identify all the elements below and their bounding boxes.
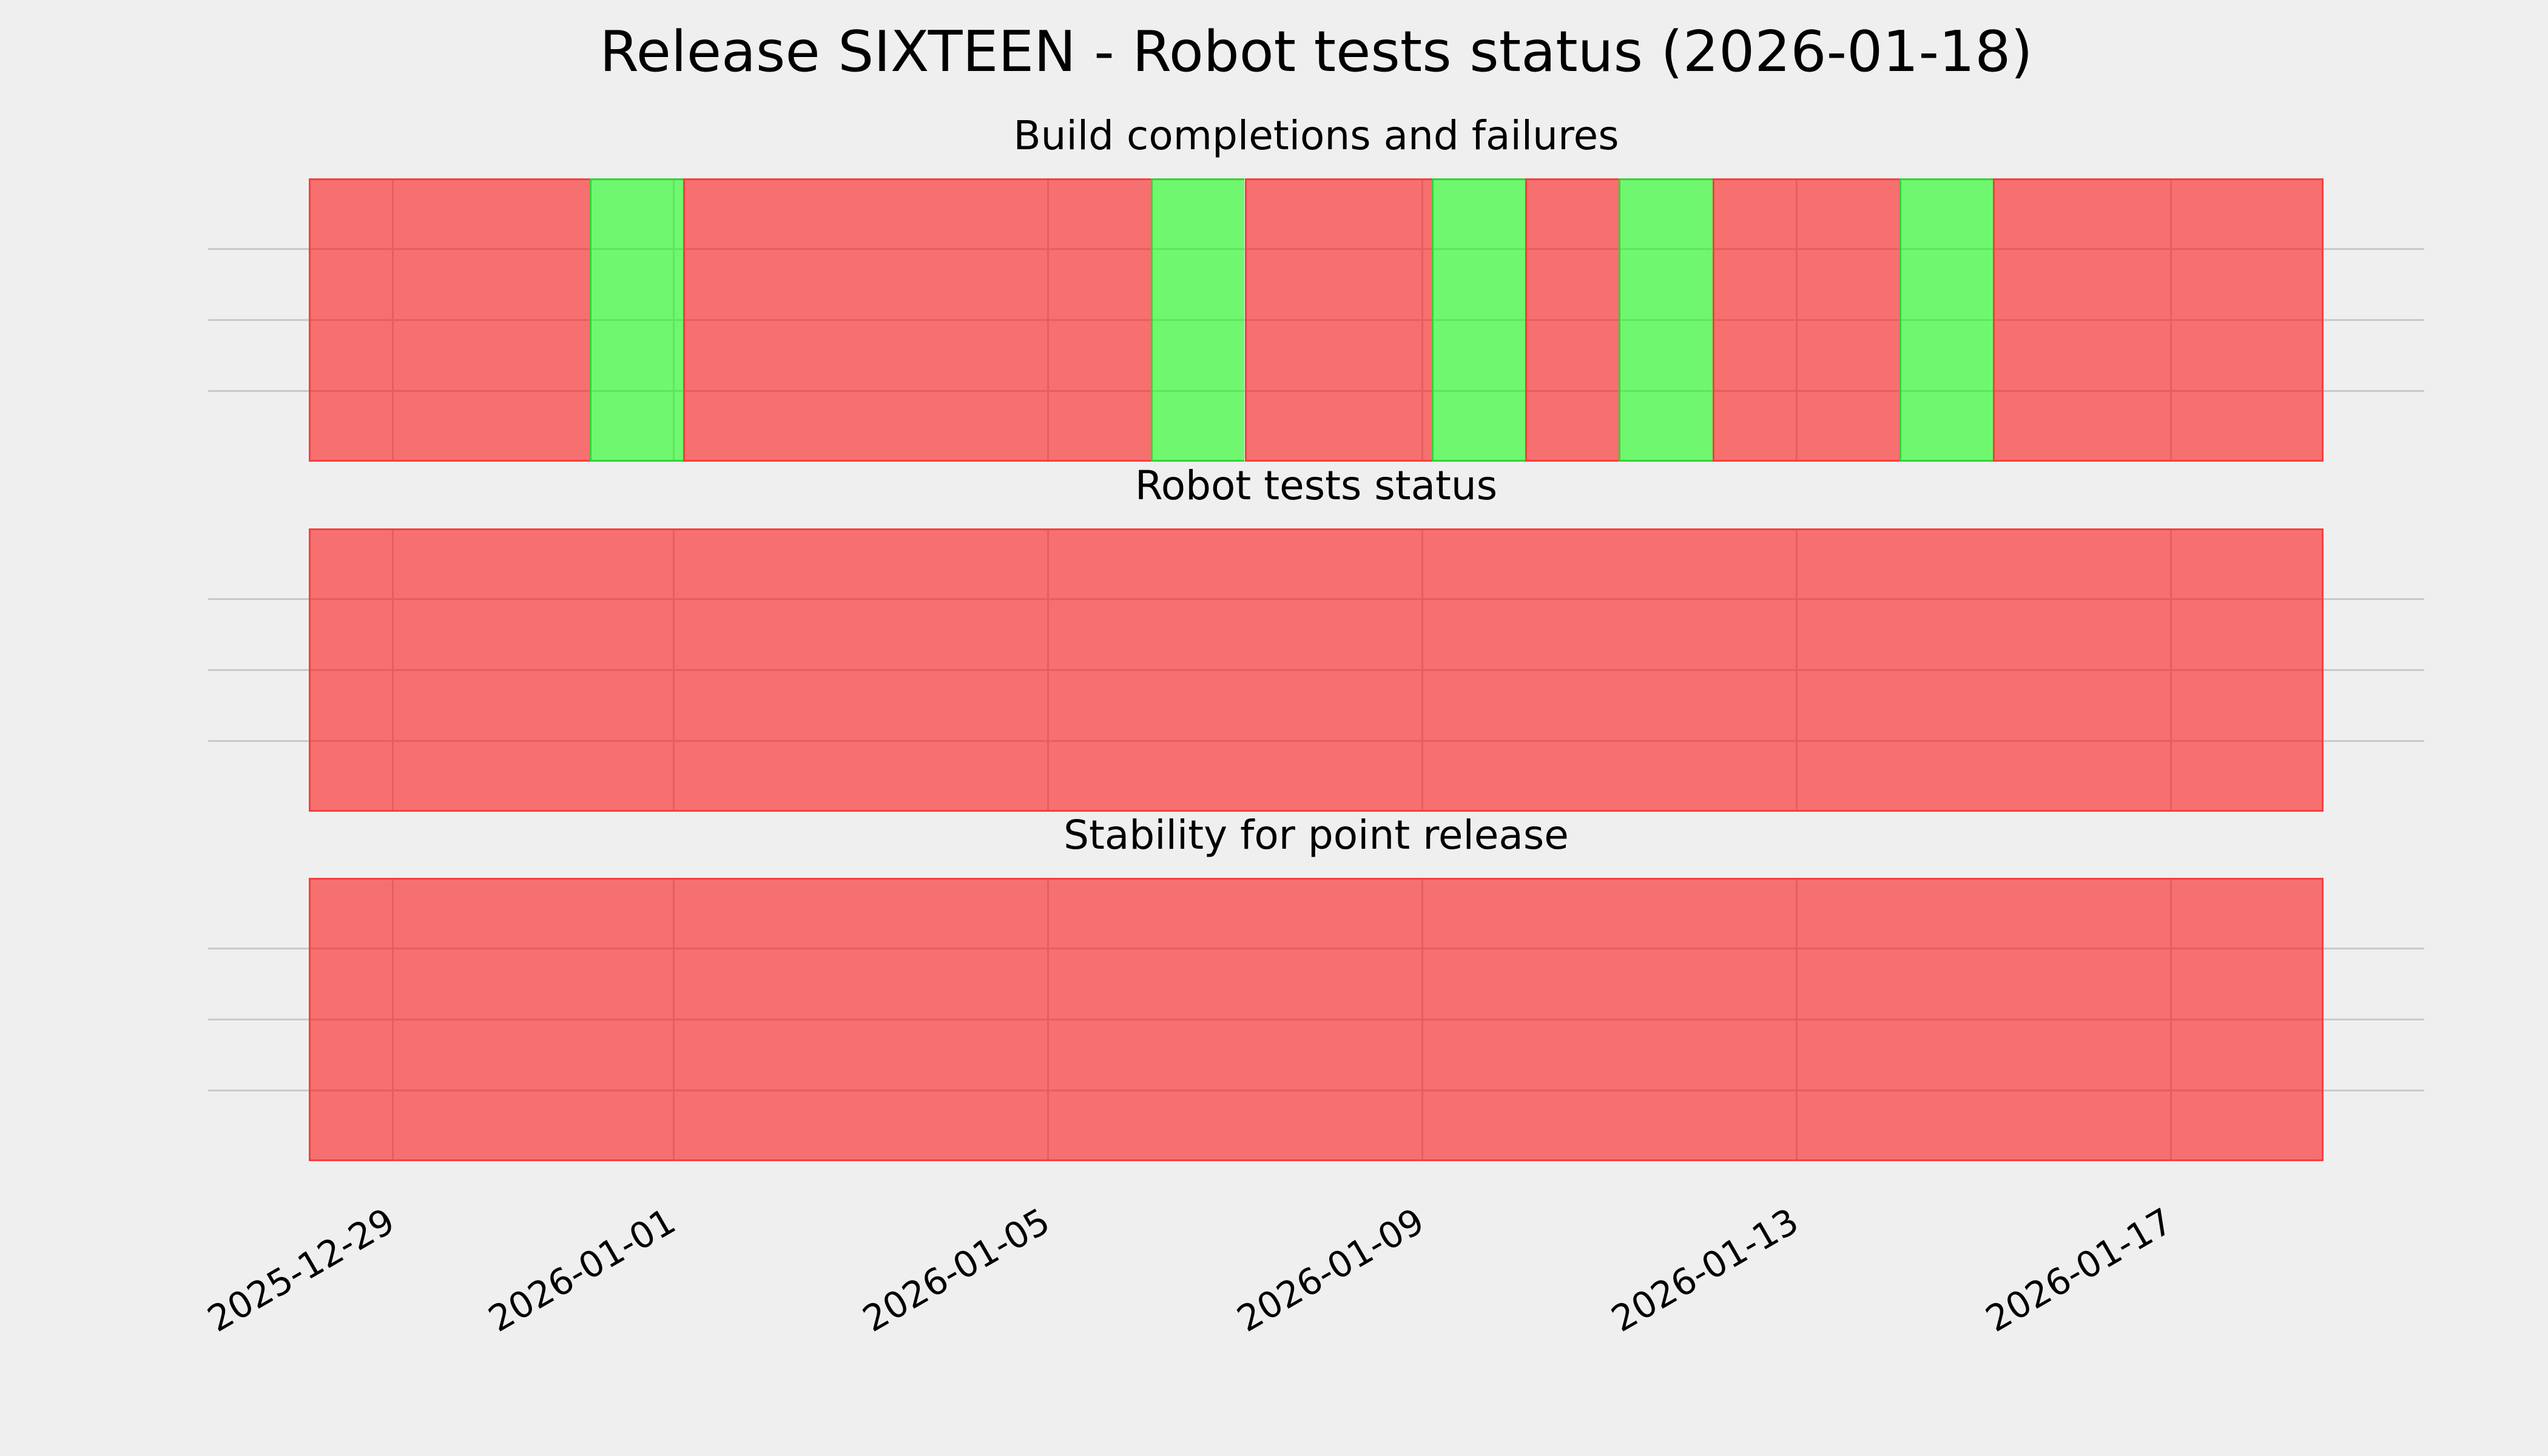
status-segment-pass: [1899, 178, 1994, 462]
status-segment-fail: [309, 178, 590, 462]
x-tick-label: 2026-01-09: [1230, 1199, 1431, 1340]
x-tick-label: 2026-01-17: [1978, 1199, 2180, 1340]
chart-title-robot-tests: Robot tests status: [1134, 462, 1498, 509]
chart-title-stability: Stability for point release: [1063, 812, 1569, 858]
x-tick-label: 2025-12-29: [200, 1199, 402, 1340]
status-segment-fail: [309, 528, 2324, 812]
status-segment-fail: [1525, 178, 1619, 462]
main-title: Release SIXTEEN - Robot tests status (20…: [599, 19, 2033, 84]
plot-area-robot-tests: [208, 528, 2424, 812]
status-segment-pass: [1619, 178, 1713, 462]
status-segment-fail: [1993, 178, 2324, 462]
status-segment-fail: [309, 878, 2324, 1161]
chart-title-build-completions: Build completions and failures: [1013, 112, 1619, 159]
status-segment-pass: [1432, 178, 1526, 462]
status-segment-pass: [1151, 178, 1245, 462]
status-segment-fail: [1712, 178, 1900, 462]
x-tick-label: 2026-01-05: [855, 1199, 1057, 1340]
plot-area-stability: [208, 878, 2424, 1161]
status-segment-pass: [589, 178, 684, 462]
plot-area-build-completions: [208, 178, 2424, 462]
status-segment-fail: [683, 178, 1151, 462]
x-tick-label: 2026-01-13: [1604, 1199, 1805, 1340]
status-segment-fail: [1244, 178, 1432, 462]
x-tick-label: 2026-01-01: [481, 1199, 682, 1340]
